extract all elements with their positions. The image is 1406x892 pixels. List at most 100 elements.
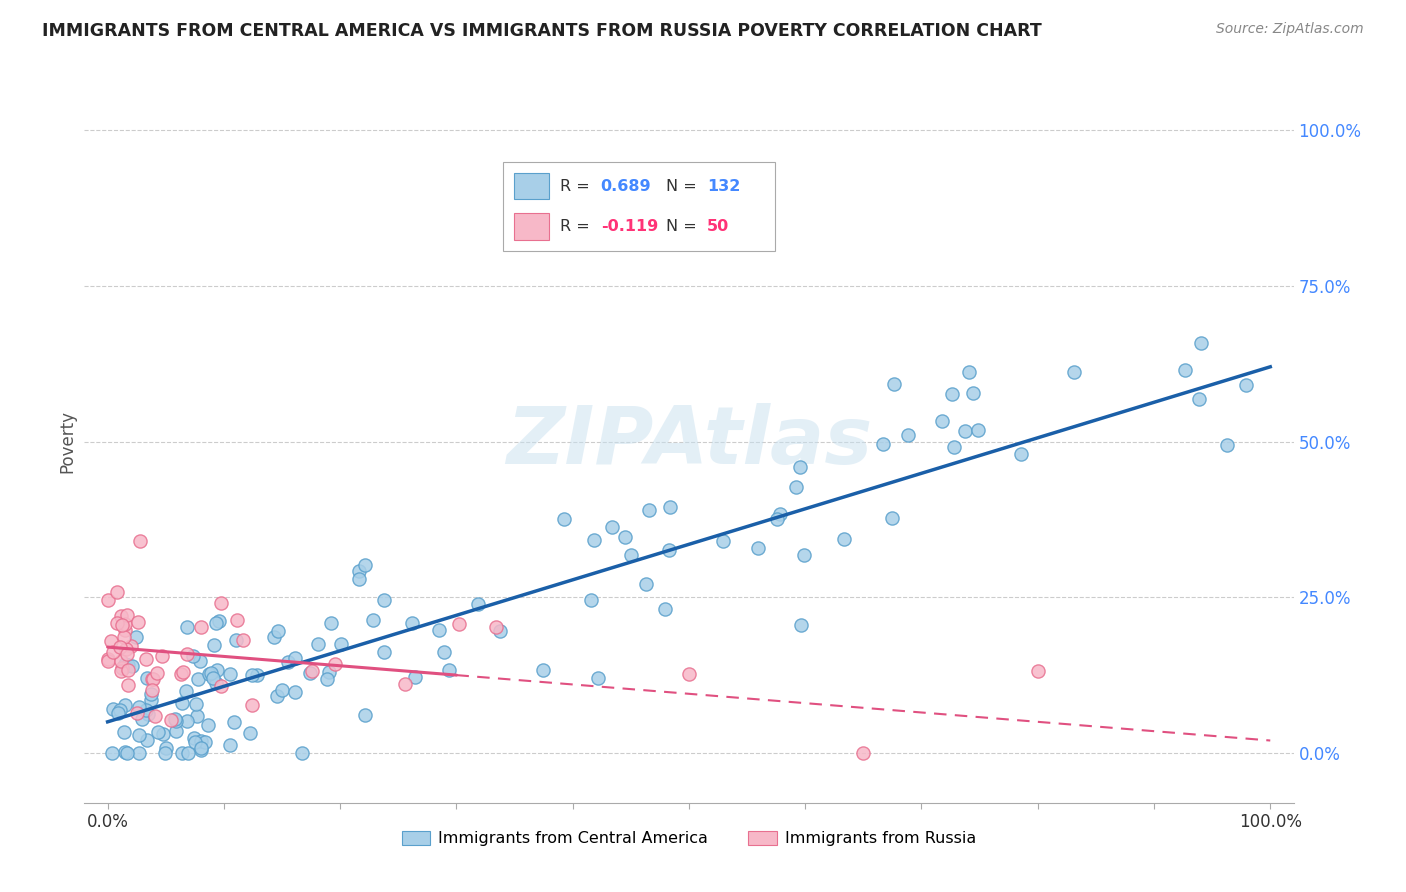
Point [583,533,606,548]
Point [232,632,254,647]
Point [170,746,193,760]
Point [266,689,288,703]
Point [111,661,134,675]
Point [125,706,148,721]
FancyBboxPatch shape [513,173,548,200]
Text: N =: N = [666,219,702,234]
Point [135,671,157,685]
Point [100,633,122,648]
Point [1189,335,1212,350]
Point [449,617,471,632]
Point [117,678,139,692]
Point [373,645,395,659]
Point [579,592,602,607]
Point [141,672,163,686]
Point [165,714,187,728]
Point [105,584,128,599]
Point [112,659,135,673]
Point [184,698,207,712]
Point [394,677,416,691]
Point [614,530,637,544]
Point [117,657,139,672]
Point [115,642,138,657]
Point [270,683,292,698]
Point [207,663,229,677]
Point [114,623,136,637]
Point [202,671,225,685]
Point [654,601,676,615]
Point [135,733,157,747]
Point [658,542,681,557]
Point [299,665,322,680]
Point [957,365,980,379]
Point [187,672,209,686]
Point [190,743,212,757]
Point [634,576,657,591]
Point [131,712,153,726]
Text: R =: R = [560,219,595,234]
Point [155,746,177,760]
Point [111,661,134,675]
Point [194,735,217,749]
Point [181,649,204,664]
Point [176,619,198,633]
Point [115,607,138,622]
Point [1174,363,1197,377]
Point [114,745,136,759]
Y-axis label: Poverty: Poverty [58,410,76,473]
Point [176,647,198,661]
Point [318,665,340,679]
Point [146,725,169,739]
Point [170,667,193,681]
Point [108,703,131,717]
Point [176,714,198,728]
Point [117,647,139,661]
Point [142,673,165,687]
Point [291,746,314,760]
Point [531,664,554,678]
Point [600,520,623,534]
Text: -0.119: -0.119 [600,219,658,234]
Text: 0.689: 0.689 [600,178,651,194]
Text: Source: ZipAtlas.com: Source: ZipAtlas.com [1216,22,1364,37]
Point [128,746,150,760]
Point [97,592,120,607]
Point [404,670,426,684]
Point [433,645,456,659]
Point [942,440,965,454]
Point [1234,378,1257,392]
Text: ZIPAtlas: ZIPAtlas [506,402,872,481]
Point [967,423,990,437]
Point [110,654,132,668]
Point [125,630,148,644]
Point [105,616,128,631]
Point [329,637,352,651]
Point [883,376,905,391]
Point [115,746,138,760]
Point [307,637,329,651]
Point [553,512,575,526]
Point [240,668,263,682]
Point [155,740,177,755]
Text: 132: 132 [707,178,741,194]
Point [678,667,700,681]
Point [962,385,984,400]
Point [204,615,226,630]
Point [785,480,807,494]
Point [110,664,132,678]
Point [127,615,149,629]
Point [108,640,131,654]
Point [110,608,132,623]
Legend: Immigrants from Central America, Immigrants from Russia: Immigrants from Central America, Immigra… [395,824,983,853]
Point [321,616,343,631]
Point [188,654,211,668]
Point [97,654,120,668]
Point [200,666,222,681]
Point [184,735,207,749]
Point [139,688,162,702]
Point [931,414,953,428]
Point [711,534,734,549]
Point [588,671,610,685]
Point [117,663,139,677]
Point [202,638,225,652]
